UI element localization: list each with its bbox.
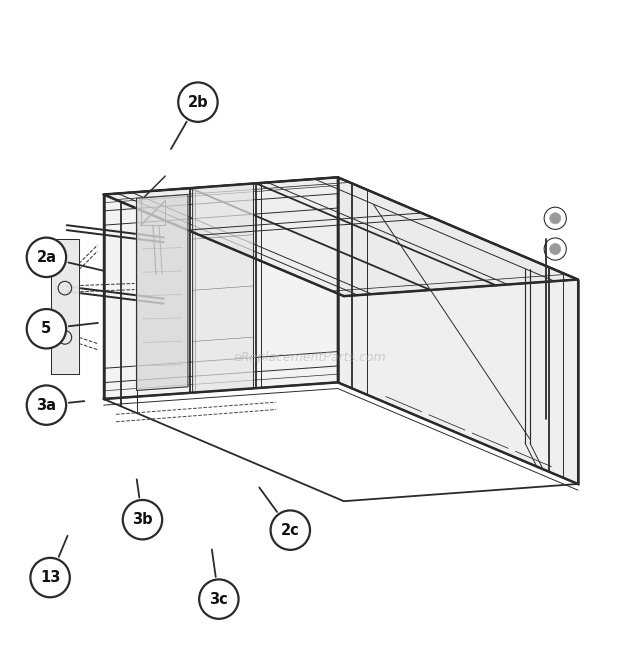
Text: 2b: 2b (188, 94, 208, 110)
Text: 3a: 3a (37, 397, 56, 412)
Polygon shape (104, 178, 578, 296)
Polygon shape (193, 183, 254, 393)
Circle shape (27, 309, 66, 348)
Circle shape (550, 244, 560, 255)
Circle shape (123, 500, 162, 539)
Circle shape (30, 558, 70, 597)
Text: 3b: 3b (132, 512, 153, 527)
Text: 5: 5 (42, 321, 51, 336)
Circle shape (270, 510, 310, 550)
Text: 2c: 2c (281, 523, 299, 538)
Text: 2a: 2a (37, 250, 56, 265)
Text: 13: 13 (40, 570, 60, 585)
Polygon shape (136, 195, 188, 391)
Circle shape (199, 579, 239, 619)
Circle shape (27, 238, 66, 277)
Polygon shape (51, 239, 79, 374)
Polygon shape (338, 178, 578, 484)
Text: eReplacementParts.com: eReplacementParts.com (234, 351, 386, 364)
Circle shape (178, 82, 218, 122)
Polygon shape (104, 178, 338, 399)
Circle shape (27, 385, 66, 425)
Text: 3c: 3c (210, 591, 228, 607)
Circle shape (550, 213, 560, 224)
